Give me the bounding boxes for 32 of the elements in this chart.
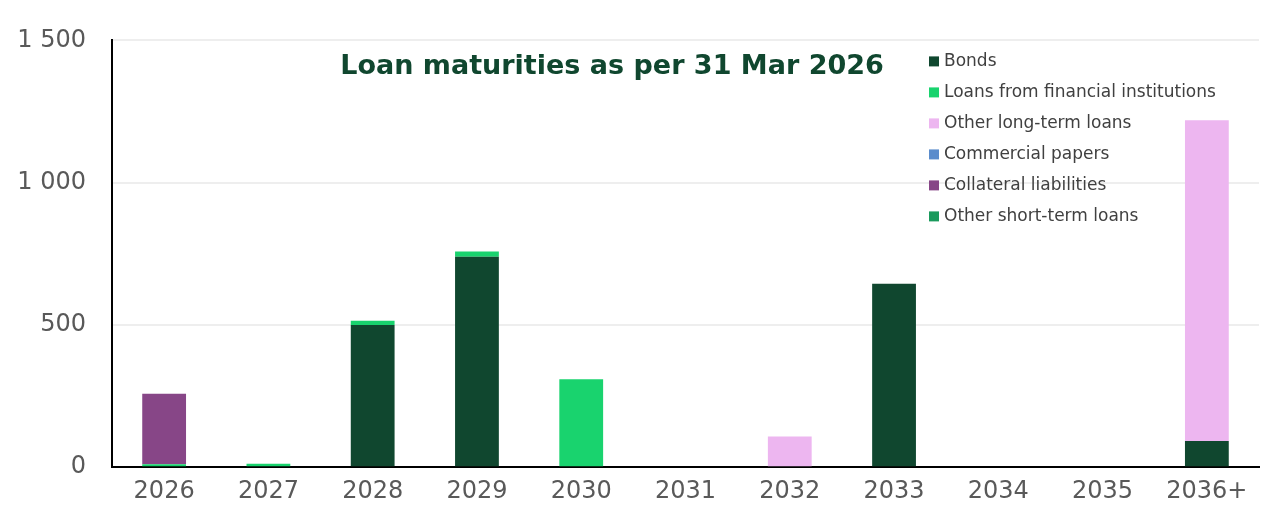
y-tick-label: 500 (40, 309, 86, 338)
legend-label: Other short-term loans (944, 204, 1139, 225)
legend-label: Other long-term loans (944, 111, 1132, 132)
bar (350, 324, 395, 467)
bar (142, 393, 187, 465)
x-tick-label: 2030 (550, 475, 612, 504)
bar (559, 379, 604, 467)
legend-label: Commercial papers (944, 142, 1110, 163)
legend-label: Collateral liabilities (944, 173, 1107, 194)
x-tick-label: 2033 (863, 475, 925, 504)
bar (767, 436, 812, 467)
x-tick-label: 2031 (654, 475, 717, 504)
x-tick-label: 2032 (759, 475, 821, 504)
x-tick-label: 2026 (133, 475, 195, 504)
x-tick-label: 2034 (967, 475, 1029, 504)
y-tick-label: 1 000 (17, 166, 86, 195)
bar (872, 283, 916, 467)
x-tick-label: 2036+ (1166, 475, 1248, 504)
bar (455, 256, 499, 467)
bar (1184, 441, 1229, 467)
x-tick-label: 2027 (237, 475, 299, 504)
y-tick-label: 1 500 (17, 24, 86, 53)
legend-label: Bonds (944, 49, 997, 70)
bar (350, 320, 395, 325)
bar (1184, 120, 1229, 442)
legend-label: Loans from financial institutions (944, 80, 1217, 101)
bar (455, 251, 499, 257)
x-tick-label: 2035 (1072, 475, 1134, 504)
x-tick-label: 2028 (342, 475, 404, 504)
x-tick-label: 2029 (446, 475, 508, 504)
y-tick-label: 0 (70, 451, 86, 480)
chart-title: Loan maturities as per 31 Mar 2026 (340, 49, 884, 81)
